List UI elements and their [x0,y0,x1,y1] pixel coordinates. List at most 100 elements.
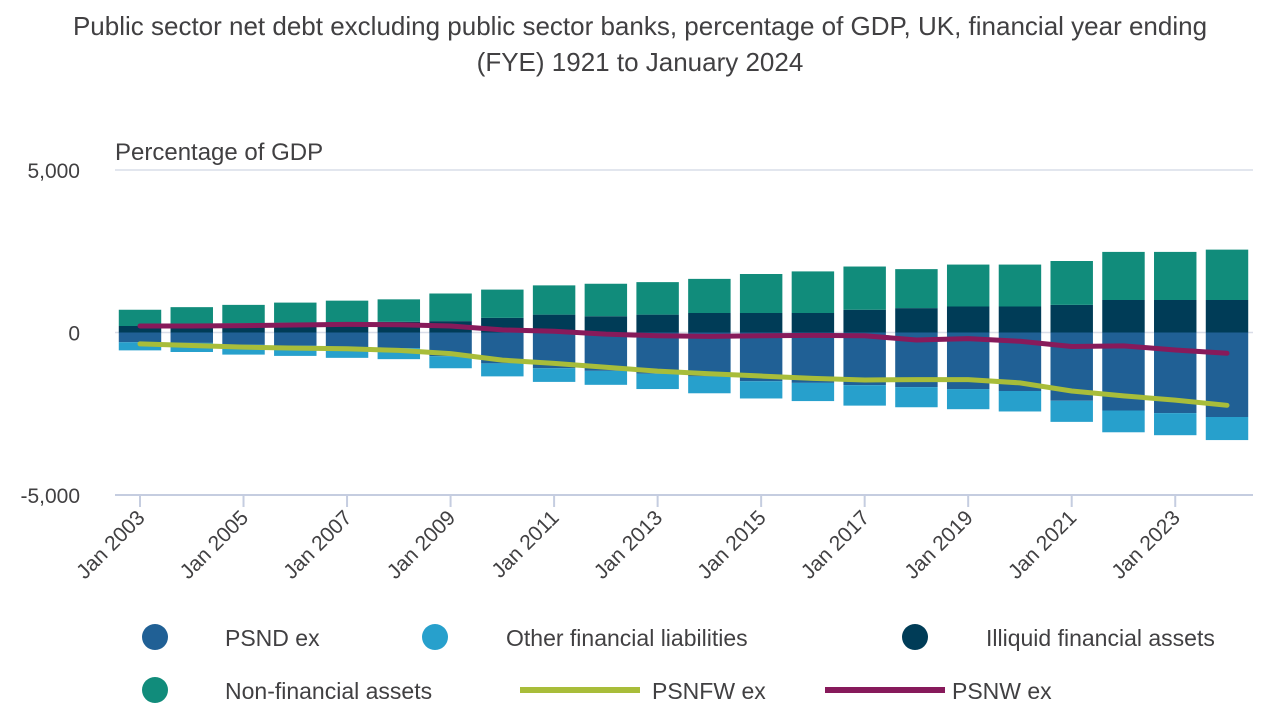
bar-psnd-ex [274,332,317,346]
bar-illiquid-financial-assets [274,322,317,333]
bar-psnd-ex [636,332,679,374]
bar-non-financial-assets [636,282,679,315]
bar-non-financial-assets [1205,249,1249,300]
bar-non-financial-assets [1050,261,1093,305]
bar-psnd-ex [791,332,835,383]
bar-illiquid-financial-assets [1205,300,1249,333]
bar-illiquid-financial-assets [688,313,731,333]
bar-illiquid-financial-assets [118,326,162,333]
lines-layer [137,321,1230,408]
bar-non-financial-assets [946,264,990,307]
bar-illiquid-financial-assets [636,314,679,333]
x-tick-label: Jan 2023 [1107,506,1184,583]
bar-other-financial-liabilities [1102,410,1145,433]
legend-swatch-other-financial-liabilities [422,624,448,650]
legend-label-illiquid-financial-assets: Illiquid financial assets [986,625,1215,651]
legend-swatch-psnd-ex [142,624,168,650]
bar-psnd-ex [843,332,886,386]
bar-illiquid-financial-assets [1154,300,1197,333]
bar-non-financial-assets [998,264,1042,307]
legend-label-psnd-ex: PSND ex [225,625,320,651]
legend-swatch-illiquid-financial-assets [902,624,928,650]
bar-other-financial-liabilities [688,376,731,394]
bar-illiquid-financial-assets [325,322,369,333]
bar-other-financial-liabilities [429,356,472,369]
bar-non-financial-assets [274,302,317,323]
bar-illiquid-financial-assets [946,306,990,333]
line-psnfw-ex [137,341,1230,408]
x-tick-label: Jan 2003 [72,506,149,583]
x-tick-label: Jan 2013 [590,506,667,583]
bar-other-financial-liabilities [946,389,990,410]
bar-other-financial-liabilities [843,385,886,406]
bar-illiquid-financial-assets [998,306,1042,333]
bar-non-financial-assets [895,269,938,309]
bar-illiquid-financial-assets [895,308,938,333]
bar-non-financial-assets [429,293,472,322]
bar-non-financial-assets [532,285,576,315]
bar-other-financial-liabilities [1205,417,1249,441]
x-tick-label: Jan 2007 [279,506,356,583]
y-tick-label: 0 [68,323,80,346]
bar-non-financial-assets [584,283,628,317]
bar-illiquid-financial-assets [532,314,576,333]
x-tick-label: Jan 2005 [176,506,253,583]
legend-label-psnw-ex: PSNW ex [952,678,1052,704]
bar-non-financial-assets [843,266,886,310]
bar-psnd-ex [325,332,369,348]
x-tick-label: Jan 2015 [693,506,770,583]
bar-illiquid-financial-assets [739,313,783,333]
x-tick-label: Jan 2021 [1004,506,1081,583]
legend-label-other-financial-liabilities: Other financial liabilities [506,625,748,651]
bar-non-financial-assets [118,309,162,326]
bar-psnd-ex [170,332,213,343]
bar-illiquid-financial-assets [1050,304,1093,333]
legend-label-psnfw-ex: PSNFW ex [652,678,766,704]
x-tick-label: Jan 2009 [383,506,460,583]
bar-illiquid-financial-assets [1102,300,1145,333]
bar-other-financial-liabilities [895,387,938,408]
bar-non-financial-assets [481,289,524,318]
bar-psnd-ex [222,332,265,345]
line-psnw-ex [137,321,1230,356]
legend: PSND ex Other financial liabilities Illiqu… [142,624,1215,704]
bar-other-financial-liabilities [584,370,628,385]
bar-other-financial-liabilities [222,344,265,355]
bar-non-financial-assets [739,274,783,313]
bar-other-financial-liabilities [739,381,783,399]
bar-psnd-ex [429,332,472,357]
bar-illiquid-financial-assets [584,316,628,333]
x-tick-label: Jan 2019 [900,506,977,583]
bar-non-financial-assets [1102,251,1145,300]
bar-other-financial-liabilities [1154,413,1197,436]
bar-illiquid-financial-assets [791,313,835,333]
chart-title: Public sector net debt excluding public … [72,11,1208,77]
y-tick-label: -5,000 [20,485,80,508]
x-tick-label: Jan 2017 [797,506,874,583]
legend-label-non-financial-assets: Non-financial assets [225,678,432,704]
bar-other-financial-liabilities [325,347,369,358]
bar-non-financial-assets [791,271,835,313]
bar-other-financial-liabilities [998,391,1042,412]
bar-psnd-ex [377,332,421,349]
bar-non-financial-assets [325,300,369,323]
bar-non-financial-assets [688,278,731,313]
bar-other-financial-liabilities [274,345,317,356]
bar-non-financial-assets [170,307,213,325]
bar-other-financial-liabilities [481,363,524,377]
legend-swatch-non-financial-assets [142,677,168,703]
bar-other-financial-liabilities [532,368,576,382]
bar-psnd-ex [118,332,162,343]
bar-other-financial-liabilities [636,373,679,390]
bar-other-financial-liabilities [791,382,835,402]
bar-other-financial-liabilities [1050,400,1093,422]
x-tick-label: Jan 2011 [487,506,563,582]
bar-non-financial-assets [377,299,421,322]
bar-illiquid-financial-assets [843,309,886,333]
bar-non-financial-assets [222,304,265,324]
y-axis-label: Percentage of GDP [115,139,323,166]
bar-psnd-ex [688,332,731,377]
bar-non-financial-assets [1154,251,1197,300]
bar-other-financial-liabilities [377,348,421,360]
